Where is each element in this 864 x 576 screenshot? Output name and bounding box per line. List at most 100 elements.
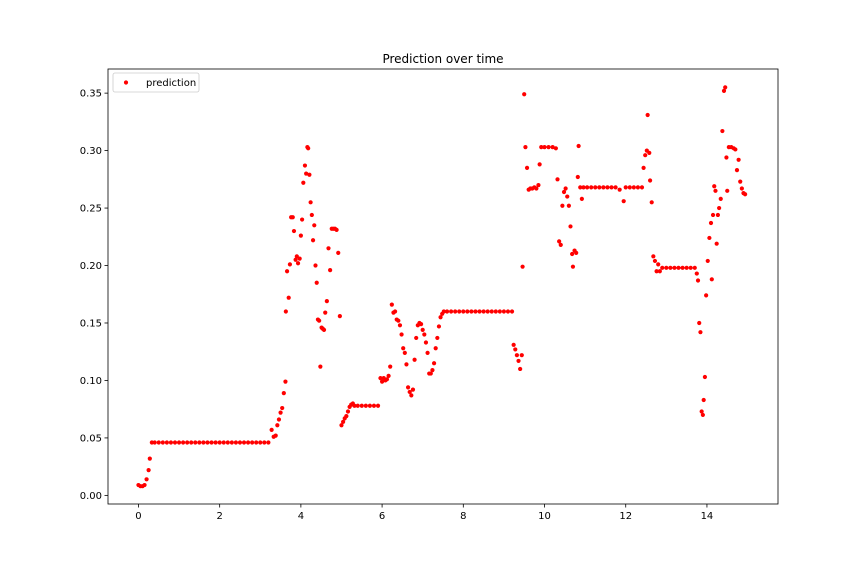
data-point: [589, 185, 594, 190]
data-point: [229, 440, 234, 445]
data-point: [273, 433, 278, 438]
data-point: [657, 269, 662, 274]
data-point: [639, 185, 645, 190]
data-point: [724, 155, 729, 160]
data-point: [201, 440, 206, 445]
data-point: [489, 309, 494, 314]
data-point: [692, 265, 697, 270]
data-point: [672, 265, 677, 270]
data-point: [418, 322, 424, 327]
data-point: [352, 403, 357, 408]
legend-box: [112, 72, 200, 93]
data-point: [720, 128, 725, 134]
data-point: [469, 309, 474, 314]
legend-marker: [123, 80, 129, 85]
x-tick-label: 10: [538, 511, 551, 522]
data-point: [523, 145, 528, 150]
data-point: [736, 157, 741, 162]
data-point: [321, 327, 327, 332]
data-point: [281, 391, 286, 396]
data-point: [718, 196, 723, 201]
data-point: [250, 440, 255, 445]
data-point: [291, 228, 297, 234]
data-point: [664, 265, 669, 270]
data-point: [313, 263, 318, 268]
data-point: [631, 185, 636, 190]
data-point: [438, 315, 443, 320]
data-point: [550, 145, 555, 150]
data-point: [142, 482, 147, 488]
data-point: [453, 309, 458, 314]
data-point: [725, 188, 730, 193]
data-point: [144, 477, 149, 482]
data-point: [278, 410, 283, 415]
data-point: [287, 262, 293, 267]
data-point: [524, 165, 530, 170]
data-point: [386, 373, 391, 378]
data-point: [493, 309, 498, 314]
data-point: [294, 254, 299, 259]
data-point: [645, 112, 650, 118]
data-point: [497, 309, 502, 314]
data-point: [189, 440, 194, 445]
data-point: [152, 440, 157, 445]
data-point: [275, 423, 280, 428]
data-point: [723, 85, 728, 90]
data-point: [563, 186, 568, 191]
data-point: [399, 332, 404, 337]
data-point: [367, 403, 373, 408]
data-point: [314, 280, 319, 285]
x-tick-label: 12: [619, 511, 632, 522]
data-point: [375, 403, 381, 408]
data-point: [534, 186, 539, 191]
data-point: [702, 374, 708, 380]
x-tick-label: 8: [460, 511, 466, 522]
data-point: [213, 440, 218, 445]
data-point: [254, 440, 259, 445]
data-point: [709, 277, 714, 282]
data-point: [326, 246, 331, 251]
data-point: [705, 258, 710, 264]
data-point: [514, 353, 520, 358]
data-point: [505, 309, 511, 314]
data-point: [668, 265, 673, 270]
data-point: [197, 440, 202, 445]
data-point: [306, 146, 311, 151]
data-point: [605, 185, 610, 190]
y-tick-label: 0.25: [80, 204, 102, 215]
data-point: [146, 468, 151, 473]
data-point: [660, 265, 665, 270]
data-point: [241, 440, 247, 445]
data-point: [513, 347, 518, 352]
data-point: [172, 440, 178, 445]
data-point: [431, 361, 437, 366]
data-point: [701, 397, 706, 403]
data-point: [536, 182, 541, 188]
plot-frame: [107, 68, 779, 505]
data-point: [345, 409, 351, 414]
data-point: [341, 419, 346, 424]
data-point: [290, 215, 295, 220]
legend: prediction: [112, 72, 200, 93]
data-point: [402, 350, 407, 355]
data-point: [405, 385, 411, 390]
x-tick-label: 6: [379, 511, 385, 522]
data-point: [414, 335, 419, 341]
data-point: [237, 440, 243, 445]
data-point: [613, 185, 618, 190]
data-point: [473, 309, 478, 314]
data-point: [654, 269, 659, 274]
data-point: [262, 440, 267, 445]
data-point: [396, 318, 401, 323]
data-point: [324, 299, 329, 304]
data-point: [617, 187, 622, 192]
data-point: [542, 145, 547, 150]
data-point: [379, 379, 385, 384]
data-point: [597, 185, 602, 190]
data-point: [404, 362, 409, 367]
data-point: [698, 330, 703, 335]
data-point: [555, 177, 560, 182]
data-point: [181, 440, 186, 445]
data-point: [176, 440, 182, 445]
